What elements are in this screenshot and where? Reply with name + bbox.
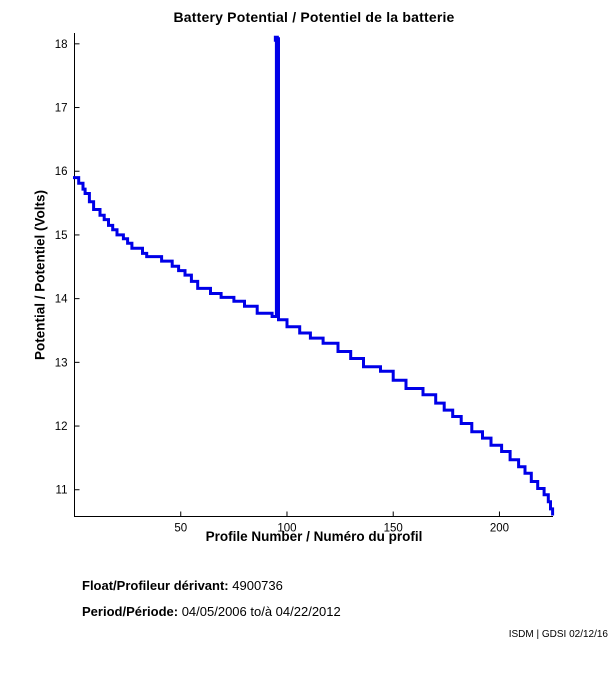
x-tick-label-150: 150 <box>384 523 403 535</box>
y-axis-label: Potential / Potentiel (Volts) <box>32 189 48 361</box>
x-tick-label-200: 200 <box>490 523 509 535</box>
float-id-label: Float/Profileur dérivant: <box>82 578 229 593</box>
float-id-value: 4900736 <box>232 578 283 593</box>
y-tick-label-16: 16 <box>55 166 68 178</box>
y-tick-label-17: 17 <box>55 103 68 115</box>
y-tick-label-15: 15 <box>55 230 68 242</box>
agency-credit-stamp: ISDM | GDSI 02/12/16 <box>508 629 608 640</box>
period-label: Period/Période: <box>82 604 179 619</box>
y-tick-label-18: 18 <box>55 39 68 51</box>
period-line: Period/Période: 04/05/2006 to/à 04/22/20… <box>82 604 341 619</box>
chart-title: Battery Potential / Potentiel de la batt… <box>173 9 455 25</box>
y-tick-label-11: 11 <box>56 485 68 497</box>
float-id-line: Float/Profileur dérivant: 4900736 <box>82 578 283 593</box>
x-tick-label-100: 100 <box>277 523 296 535</box>
x-axis-label: Profile Number / Numéro du profil <box>205 529 423 544</box>
series-battery-potential <box>73 37 555 516</box>
axis-lines <box>74 33 553 517</box>
x-tick-label-50: 50 <box>174 523 187 535</box>
period-value: 04/05/2006 to/à 04/22/2012 <box>181 604 341 619</box>
spike-peak-marker <box>273 35 279 42</box>
y-tick-label-12: 12 <box>55 421 68 433</box>
y-tick-label-14: 14 <box>55 294 68 306</box>
y-tick-label-13: 13 <box>55 357 68 369</box>
